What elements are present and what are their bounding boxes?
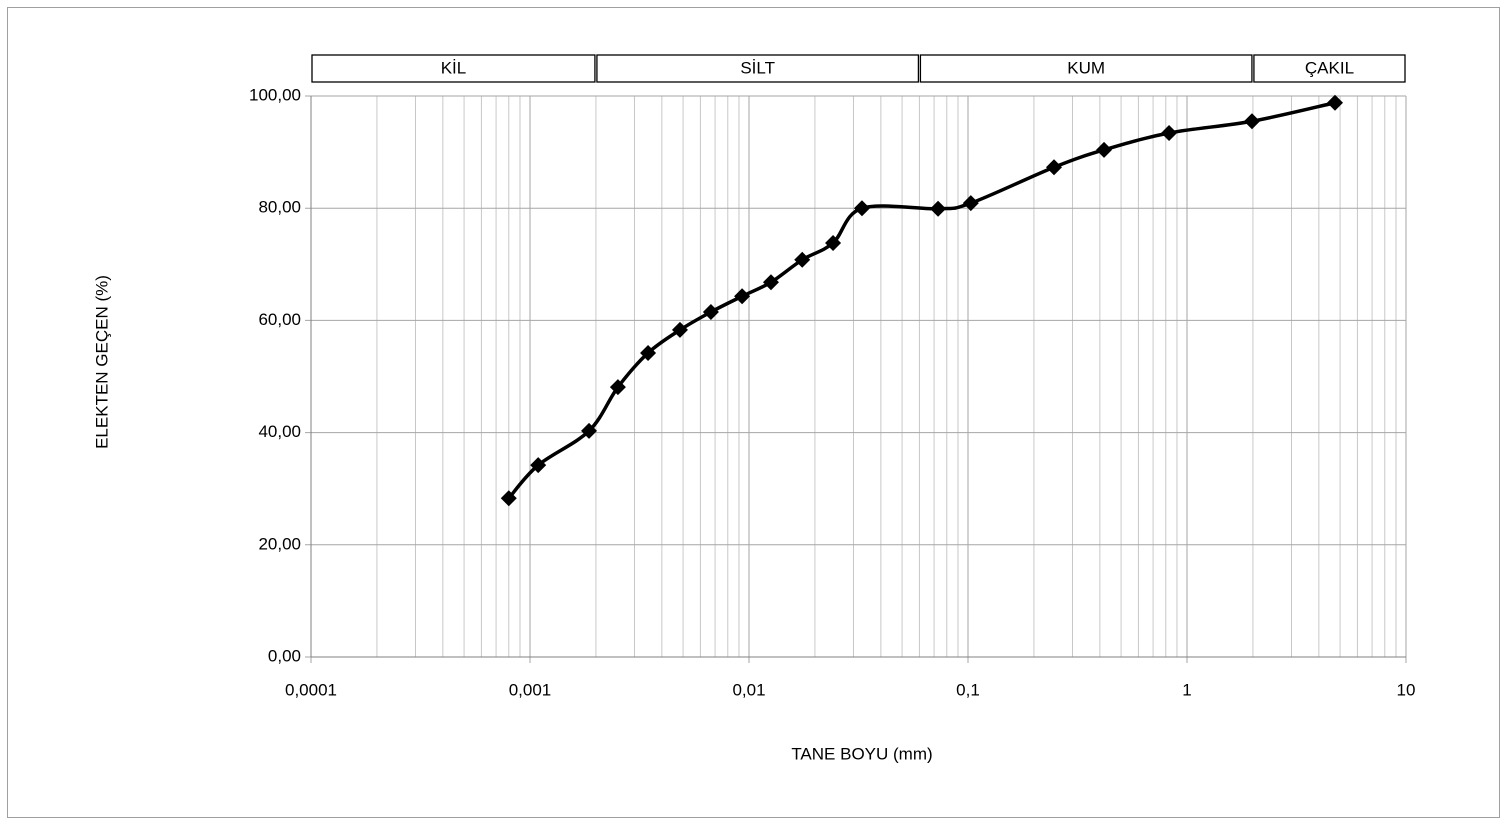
data-marker (734, 288, 751, 305)
band-box (596, 54, 920, 83)
data-marker (853, 200, 870, 217)
data-marker (825, 234, 842, 251)
y-tick-label: 60,00 (258, 310, 301, 329)
band-label: KİL (441, 58, 467, 77)
data-marker (581, 422, 598, 439)
band-label: SİLT (740, 58, 775, 77)
chart-frame (7, 7, 1500, 818)
y-tick-label: 20,00 (258, 534, 301, 553)
data-marker (671, 321, 688, 338)
data-marker (702, 303, 719, 320)
x-tick-label: 0,01 (732, 680, 765, 699)
data-marker (962, 195, 979, 212)
data-marker (1161, 125, 1178, 142)
data-marker (762, 274, 779, 291)
y-tick-label: 100,00 (249, 85, 301, 104)
data-marker (1046, 159, 1063, 176)
x-tick-label: 0,1 (956, 680, 980, 699)
x-tick-label: 0,0001 (285, 680, 337, 699)
band-box (311, 54, 596, 83)
data-marker (530, 457, 547, 474)
data-marker (609, 379, 626, 396)
band-label: KUM (1067, 58, 1105, 77)
band-box (1253, 54, 1406, 83)
y-tick-label: 80,00 (258, 198, 301, 217)
data-marker (1096, 141, 1113, 158)
data-marker (794, 251, 811, 268)
data-marker (930, 200, 947, 217)
data-marker (1326, 94, 1343, 111)
band-label: ÇAKIL (1305, 58, 1354, 77)
data-marker (640, 344, 657, 361)
band-box (919, 54, 1253, 83)
x-tick-label: 0,001 (509, 680, 552, 699)
y-axis-title: ELEKTEN GEÇEN (%) (92, 275, 111, 449)
y-tick-label: 40,00 (258, 422, 301, 441)
y-tick-label: 0,00 (268, 646, 301, 665)
data-marker (500, 490, 517, 507)
x-tick-label: 10 (1397, 680, 1416, 699)
x-tick-label: 1 (1182, 680, 1191, 699)
data-marker (1243, 113, 1260, 130)
x-axis-title: TANE BOYU (mm) (791, 744, 932, 763)
